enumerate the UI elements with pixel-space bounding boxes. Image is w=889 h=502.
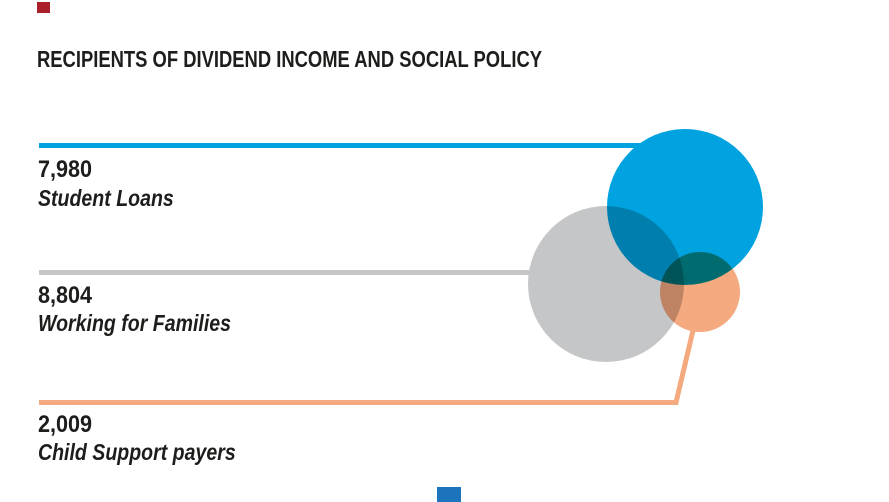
page-title: RECIPIENTS OF DIVIDEND INCOME AND SOCIAL…	[37, 46, 543, 73]
child-support-payers-value: 2,009	[38, 411, 93, 438]
circle-child-support-payers	[660, 252, 740, 332]
top-left-crop-mark	[37, 2, 50, 13]
student-loans-value: 7,980	[38, 156, 93, 183]
working-for-families-value: 8,804	[38, 282, 93, 309]
student-loans-label: Student Loans	[38, 185, 174, 211]
child-support-payers-label: Child Support payers	[38, 439, 236, 465]
bottom-center-crop-mark	[437, 487, 461, 502]
student-loans-leader-line	[39, 143, 680, 148]
working-for-families-leader-line	[39, 270, 535, 275]
working-for-families-label: Working for Families	[38, 310, 232, 336]
